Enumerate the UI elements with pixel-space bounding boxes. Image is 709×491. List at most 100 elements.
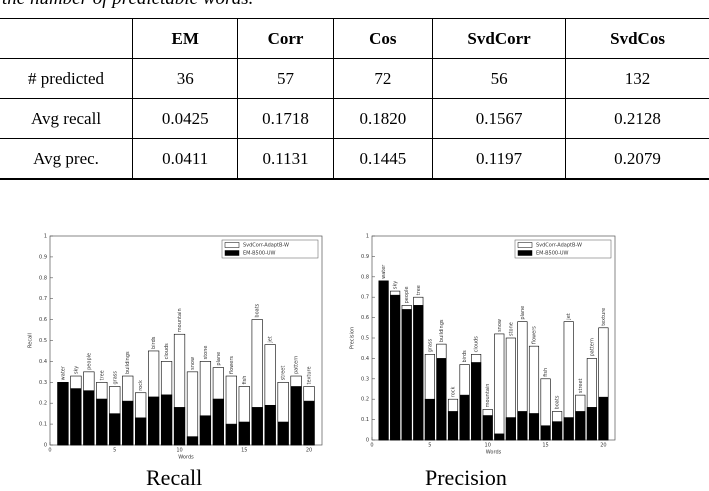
bar (251, 407, 263, 446)
x-tick-label: 20 (600, 443, 606, 449)
legend-swatch (517, 242, 533, 248)
y-tick-label: 0.3 (39, 380, 47, 386)
word-label: sky (73, 366, 79, 374)
bar (186, 371, 199, 446)
table-cell: 0.2079 (565, 138, 709, 180)
bar (83, 390, 95, 446)
legend-label: SvdCorr-AdaptB-W (243, 243, 289, 249)
table-cell: 0.1567 (432, 98, 566, 139)
bar (290, 386, 302, 446)
bar (212, 398, 224, 446)
x-tick-label: 0 (48, 448, 51, 454)
table-cell: 0.1197 (432, 138, 566, 180)
bar (528, 413, 540, 441)
table-row: Avg prec. 0.0411 0.1131 0.1445 0.1197 0.2079 (0, 138, 709, 180)
word-label: buildings (439, 319, 445, 342)
y-tick-label: 0.7 (361, 295, 369, 301)
header-cell: SvdCorr (432, 18, 566, 59)
y-tick-label: 0.6 (39, 317, 47, 323)
word-label: jet (566, 313, 572, 320)
y-tick-label: 0.3 (361, 376, 369, 382)
bar (160, 394, 173, 446)
bar (436, 358, 447, 441)
y-tick-label: 1 (44, 234, 47, 240)
y-axis-label: Recall (28, 333, 34, 348)
x-tick-label: 20 (306, 448, 312, 454)
table-cell: 0.1820 (332, 98, 433, 139)
word-label: mountain (177, 308, 183, 332)
header-cell (0, 18, 133, 59)
header-cell: SvdCos (565, 18, 709, 59)
word-label: texture (307, 366, 313, 384)
word-label: clouds (474, 336, 480, 353)
table-cell: 132 (565, 58, 709, 99)
header-cell: Corr (237, 18, 334, 59)
y-tick-label: 0.8 (361, 274, 369, 280)
y-tick-label: 1 (366, 234, 369, 240)
word-label: people (404, 286, 410, 303)
word-label: tree (99, 370, 105, 380)
table-cell: # predicted (0, 58, 133, 99)
bar (277, 421, 289, 446)
y-tick-label: 0 (44, 443, 47, 449)
word-label: water (381, 264, 387, 279)
x-tick-label: 5 (428, 443, 431, 449)
bar (563, 417, 574, 441)
word-label: sky (393, 281, 399, 289)
figure-caption: Precision (425, 465, 507, 490)
bar (494, 333, 505, 441)
word-label: street (578, 378, 584, 393)
bar (264, 404, 276, 446)
legend-label: SvdCorr-AdaptB-W (536, 243, 582, 249)
results-table: EM Corr Cos SvdCorr SvdCos # predicted 36… (0, 18, 709, 180)
y-tick-label: 0.1 (361, 417, 369, 423)
bar (459, 394, 470, 441)
caption-fragment: the number of predictable words. (2, 0, 253, 10)
bar (96, 398, 108, 446)
word-label: grass (112, 371, 118, 385)
y-tick-label: 0.9 (39, 254, 47, 260)
word-label: birds (151, 336, 157, 349)
legend-box (221, 239, 319, 259)
legend-box (514, 239, 612, 259)
word-label: stone (203, 346, 209, 360)
word-label: stone (508, 322, 514, 336)
y-tick-label: 0.2 (361, 397, 369, 403)
bar (238, 421, 250, 446)
word-label: buildings (125, 351, 131, 374)
word-label: pattern (294, 356, 300, 374)
bar (471, 362, 482, 441)
header-cell: Cos (332, 18, 433, 59)
bar (598, 396, 609, 441)
table-cell: 0.0411 (132, 138, 238, 180)
bar (135, 417, 147, 446)
header-row: EM Corr Cos SvdCorr SvdCos (0, 18, 709, 59)
legend-swatch (224, 250, 240, 256)
legend-label: EM-B500-UW (243, 251, 276, 257)
bar (540, 425, 551, 441)
x-axis-label: Words (178, 455, 194, 461)
table-cell: Avg recall (0, 98, 133, 139)
x-tick-label: 10 (176, 448, 182, 454)
bar (390, 294, 401, 441)
word-label: rock (138, 380, 144, 391)
word-label: texture (601, 308, 607, 326)
plot-frame (371, 235, 616, 441)
y-tick-label: 0.9 (361, 254, 369, 260)
table-cell: 36 (132, 58, 238, 99)
table-cell: 0.1718 (237, 98, 334, 139)
x-tick-label: 5 (113, 448, 116, 454)
word-label: boats (555, 395, 561, 409)
y-tick-label: 0 (366, 438, 369, 444)
bar (517, 411, 528, 441)
plot-frame (49, 235, 323, 446)
bar (575, 411, 586, 441)
word-label: jet (268, 336, 274, 343)
x-tick-label: 10 (485, 443, 491, 449)
word-label: rock (451, 386, 457, 397)
table-cell: 0.0425 (132, 98, 238, 139)
bar (586, 407, 597, 441)
word-label: plane (520, 306, 526, 320)
table-cell: 0.1131 (237, 138, 334, 180)
